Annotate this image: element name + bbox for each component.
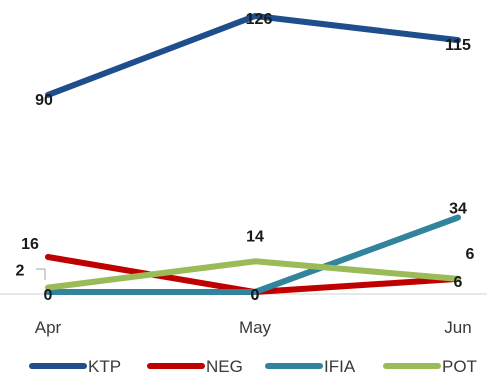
x-tick-may: May [239,318,272,337]
legend-label-neg: NEG [206,357,243,374]
data-label-ifia-jun: 34 [449,201,467,218]
data-label-pot-jun: 6 [466,246,475,263]
legend-item-ifia: IFIA [265,357,356,374]
data-label-pot-may: 14 [246,228,264,245]
data-label-neg-jun: 6 [454,274,463,291]
data-label-ktp-apr: 90 [35,92,53,109]
series-line-ifia [45,214,461,295]
series-lines [45,13,461,295]
legend-label-ktp: KTP [88,357,121,374]
legend-item-ktp: KTP [29,357,121,374]
legend-item-pot: POT [383,357,477,374]
series-line-pot [45,258,461,291]
data-label-ktp-may: 126 [246,11,273,28]
data-label-ifia-apr: 0 [44,287,53,304]
data-label-ktp-jun: 115 [445,37,471,54]
data-label-pot-apr: 2 [16,263,25,280]
legend-item-neg: NEG [147,357,243,374]
legend-label-ifia: IFIA [324,357,356,374]
legend-label-pot: POT [442,357,477,374]
series-line-ktp [45,13,461,98]
data-label-ifia-may: 0 [251,287,260,304]
data-label-neg-may: 0 [251,287,260,304]
legend: KTP NEG IFIA POT [29,357,477,374]
x-tick-jun: Jun [444,318,471,337]
x-tick-apr: Apr [35,318,62,337]
data-label-neg-apr: 16 [21,236,39,253]
x-axis-ticks: Apr May Jun [35,318,472,337]
